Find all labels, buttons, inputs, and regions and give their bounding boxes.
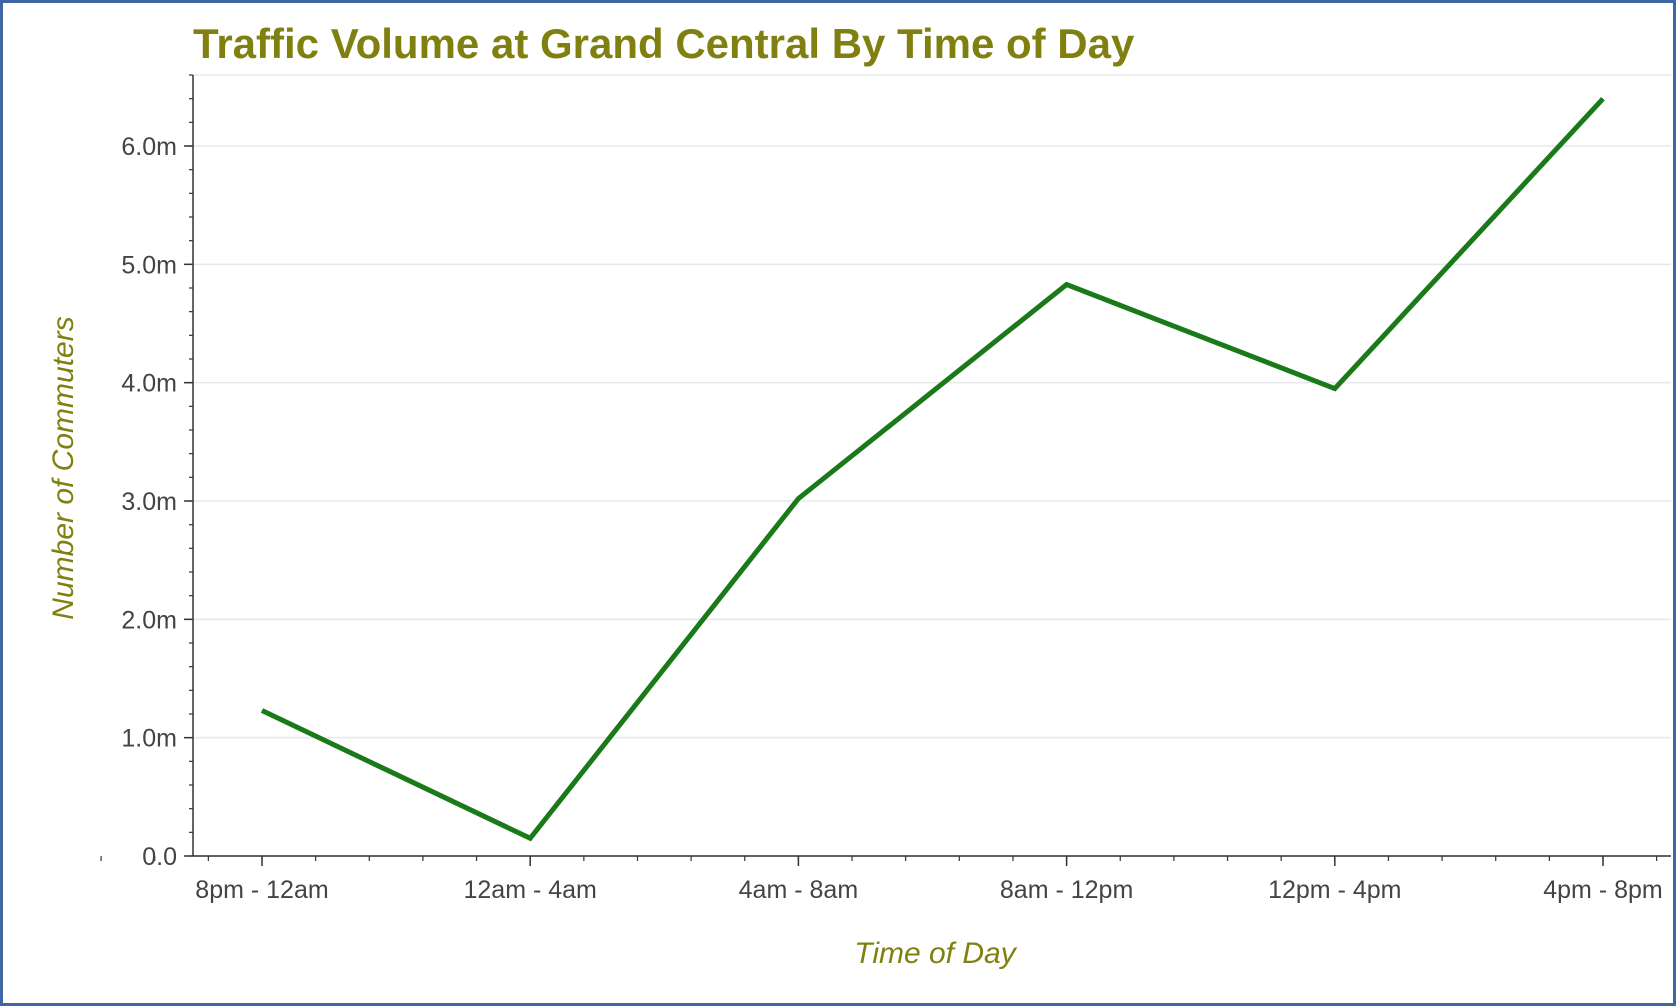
series-layer [260,97,1605,842]
x-tick-label-1: 12am - 4am [464,876,597,904]
grid-lines [193,74,1671,857]
x-tick-label-4: 12pm - 4pm [1268,876,1401,904]
x-tick-label-3: 8am - 12pm [1000,876,1133,904]
tick-labels: 0.0 1.0m 2.0m 3.0m 4.0m 5.0m 6.0m 8pm - 12am 12a… [121,133,1662,904]
y-tick-label-6: 6.0m [121,133,177,161]
series-line-0 [260,97,1605,842]
x-tick-label-0: 8pm - 12am [195,876,328,904]
y-tick-label-0: 0.0 [142,843,177,871]
y-tick-label-5: 5.0m [121,251,177,279]
y-tick-label-1: 1.0m [121,725,177,753]
y-axis-label: Number of Commuters [47,316,80,619]
y-tick-label-3: 3.0m [121,488,177,516]
axes [100,74,1671,866]
x-axis-label: Time of Day [854,937,1017,970]
line-chart: Traffic Volume at Grand Central By Time … [47,20,1671,970]
y-tick-label-2: 2.0m [121,606,177,634]
chart-title: Traffic Volume at Grand Central By Time … [193,20,1135,67]
x-tick-label-5: 4pm - 8pm [1543,876,1662,904]
y-tick-label-4: 4.0m [121,370,177,398]
x-tick-label-2: 4am - 8am [739,876,858,904]
